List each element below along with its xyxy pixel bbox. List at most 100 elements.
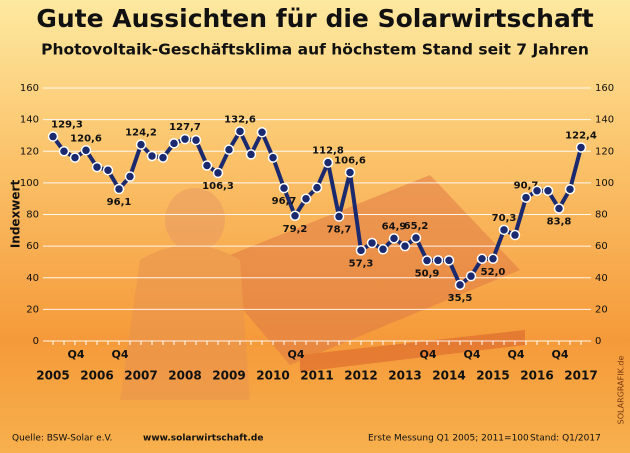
website: www.solarwirtschaft.de: [143, 434, 263, 444]
chart-subtitle: Photovoltaik-Geschäftsklima auf höchstem…: [41, 41, 589, 59]
value-label: 122,4: [565, 130, 597, 141]
value-label: 70,3: [492, 213, 517, 224]
point: [179, 133, 191, 145]
source: Quelle: BSW-Solar e.V.: [12, 434, 112, 444]
point: [476, 253, 488, 265]
point: [201, 160, 213, 171]
point: [91, 161, 103, 173]
value-label: 50,9: [415, 269, 440, 280]
point: [520, 192, 532, 203]
x-tick-label: 2005: [36, 369, 69, 383]
point: [344, 167, 356, 178]
point: [388, 233, 400, 244]
status: Stand: Q1/2017: [530, 434, 601, 444]
point: [157, 152, 169, 163]
value-label: 127,7: [169, 122, 201, 133]
y-tick-label-right: 120: [595, 146, 614, 157]
x-tick-label: 2007: [124, 369, 157, 383]
value-label: 90,7: [514, 181, 539, 192]
y-tick-label: 20: [26, 304, 39, 315]
value-label: 124,2: [125, 128, 157, 139]
y-tick-label: 100: [20, 178, 39, 189]
point: [245, 149, 257, 160]
point: [267, 152, 279, 163]
x-tick-label: 2009: [212, 369, 245, 383]
value-label: 79,2: [283, 224, 308, 235]
point: [487, 253, 499, 265]
y-tick-label: 40: [26, 273, 39, 284]
point: [113, 183, 125, 195]
point: [47, 131, 59, 142]
point: [410, 232, 422, 244]
point: [377, 244, 389, 255]
point: [509, 229, 521, 241]
point: [146, 150, 158, 162]
quarter-label: Q4: [551, 348, 568, 361]
quarter-label: Q4: [67, 348, 84, 361]
y-tick-label: 0: [33, 336, 39, 347]
value-label: 65,2: [404, 221, 429, 232]
x-tick-label: 2011: [300, 369, 333, 383]
value-label: 106,3: [202, 181, 234, 192]
point: [421, 255, 433, 266]
point: [234, 126, 246, 137]
point: [256, 127, 268, 138]
y-axis-label: Indexwert: [9, 180, 23, 249]
point: [58, 146, 70, 157]
point: [564, 183, 576, 195]
x-tick-label: 2015: [476, 369, 509, 383]
point: [355, 245, 367, 256]
point: [212, 167, 224, 179]
y-tick-label: 160: [20, 83, 39, 94]
value-label: 132,6: [224, 114, 256, 125]
point: [399, 240, 411, 252]
y-tick-label-right: 140: [595, 115, 614, 126]
x-tick-label: 2016: [520, 369, 553, 383]
quarter-label: Q4: [111, 348, 128, 361]
point: [124, 171, 136, 182]
note: Erste Messung Q1 2005; 2011=100: [368, 434, 529, 444]
y-tick-label: 60: [26, 241, 39, 252]
y-tick-label-right: 80: [595, 210, 608, 221]
point: [465, 270, 477, 282]
point: [190, 134, 202, 146]
value-label: 129,3: [51, 120, 83, 131]
point: [432, 255, 444, 266]
point: [278, 182, 290, 194]
point: [311, 182, 323, 193]
point: [168, 138, 180, 149]
point: [443, 255, 455, 266]
y-tick-label-right: 40: [595, 273, 608, 284]
y-tick-label: 120: [20, 146, 39, 157]
credit: SOLARGRAFIK.de: [617, 356, 626, 425]
point: [531, 185, 543, 197]
x-tick-label: 2008: [168, 369, 201, 383]
point: [322, 157, 334, 168]
point: [366, 237, 378, 249]
x-tick-label: 2013: [388, 369, 421, 383]
point: [553, 203, 565, 214]
x-tick-label: 2017: [564, 369, 597, 383]
point: [454, 279, 466, 291]
point: [333, 211, 345, 222]
point: [289, 210, 301, 222]
y-tick-label-right: 0: [595, 336, 601, 347]
x-tick-label: 2014: [432, 369, 465, 383]
point: [223, 144, 235, 155]
y-tick-label: 140: [20, 115, 39, 126]
x-tick-label: 2012: [344, 369, 377, 383]
x-tick-label: 2010: [256, 369, 289, 383]
y-tick-label-right: 100: [595, 178, 614, 189]
value-label: 96,1: [107, 197, 132, 208]
point: [542, 185, 554, 197]
value-label: 120,6: [70, 133, 102, 144]
x-tick-label: 2006: [80, 369, 113, 383]
value-label: 35,5: [448, 293, 473, 304]
quarter-label: Q4: [419, 348, 436, 361]
value-label: 78,7: [327, 225, 352, 236]
point: [575, 142, 587, 153]
point: [300, 193, 312, 204]
value-label: 96,7: [272, 196, 297, 207]
value-label: 112,8: [312, 146, 344, 157]
